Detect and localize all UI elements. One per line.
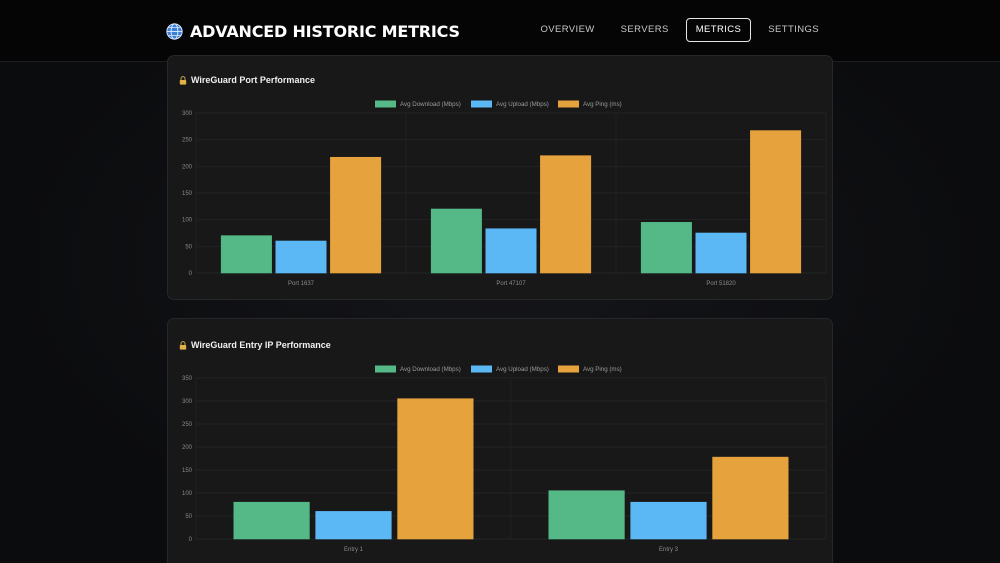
y-tick-label: 50 — [185, 514, 192, 520]
lock-icon — [179, 340, 187, 350]
legend-swatch-ping[interactable] — [558, 100, 579, 108]
nav-metrics[interactable]: METRICS — [685, 18, 752, 42]
legend-label-download[interactable]: Avg Download (Mbps) — [400, 366, 461, 373]
y-tick-label: 300 — [182, 111, 193, 117]
card-title: WireGuard Port Performance — [179, 75, 315, 85]
y-tick-label: 200 — [182, 164, 193, 170]
x-tick-label: Port 51820 — [706, 281, 736, 287]
y-tick-label: 200 — [182, 445, 193, 451]
bar-upload-1[interactable] — [485, 228, 537, 274]
y-tick-label: 250 — [182, 422, 193, 428]
port-performance-chart: Avg Download (Mbps) Avg Upload (Mbps) Avg … — [182, 100, 827, 287]
x-tick-label: Entry 3 — [659, 547, 679, 553]
bar-ping-0[interactable] — [397, 398, 474, 540]
y-tick-label: 150 — [182, 468, 193, 474]
entry-ip-performance-card: WireGuard Entry IP Performance Avg Downl… — [167, 318, 833, 563]
y-tick-label: 0 — [189, 271, 193, 277]
bar-upload-1[interactable] — [630, 501, 707, 540]
bar-upload-2[interactable] — [695, 232, 747, 274]
top-navbar: ADVANCED HISTORIC METRICS OVERVIEW SERVE… — [0, 0, 1000, 62]
bar-ping-1[interactable] — [540, 155, 592, 274]
nav-overview[interactable]: OVERVIEW — [540, 24, 595, 35]
x-tick-label: Port 1637 — [288, 281, 315, 287]
y-tick-label: 50 — [185, 244, 192, 250]
entry-ip-performance-chart: Avg Download (Mbps) Avg Upload (Mbps) Avg … — [182, 365, 827, 553]
bar-ping-0[interactable] — [330, 156, 382, 274]
bar-download-2[interactable] — [640, 222, 692, 274]
y-tick-label: 250 — [182, 138, 193, 144]
lock-icon — [179, 75, 187, 85]
globe-icon — [166, 22, 183, 40]
legend-swatch-upload[interactable] — [471, 365, 492, 373]
entry-chart-title: WireGuard Entry IP Performance — [191, 340, 331, 350]
port-chart-title: WireGuard Port Performance — [191, 75, 315, 85]
y-tick-label: 350 — [182, 376, 193, 382]
legend-swatch-ping[interactable] — [558, 365, 579, 373]
x-tick-label: Port 47107 — [496, 281, 526, 287]
port-performance-card: WireGuard Port Performance Avg Download … — [167, 55, 833, 300]
page-title: ADVANCED HISTORIC METRICS — [190, 21, 460, 41]
nav-servers[interactable]: SERVERS — [620, 24, 669, 35]
nav-settings[interactable]: SETTINGS — [768, 24, 819, 35]
legend-label-ping[interactable]: Avg Ping (ms) — [583, 366, 622, 373]
bar-download-0[interactable] — [220, 235, 272, 274]
legend-swatch-upload[interactable] — [471, 100, 492, 108]
y-tick-label: 100 — [182, 491, 193, 497]
legend-swatch-download[interactable] — [375, 365, 396, 373]
card-title: WireGuard Entry IP Performance — [179, 340, 331, 350]
bar-download-0[interactable] — [233, 501, 310, 540]
bar-ping-1[interactable] — [712, 456, 789, 540]
y-tick-label: 300 — [182, 399, 193, 405]
legend-label-download[interactable]: Avg Download (Mbps) — [400, 101, 461, 108]
y-tick-label: 100 — [182, 218, 193, 224]
main-nav: OVERVIEW SERVERS METRICS SETTINGS — [527, 18, 832, 42]
bar-download-1[interactable] — [548, 490, 625, 540]
x-tick-label: Entry 1 — [344, 547, 364, 553]
y-tick-label: 150 — [182, 191, 193, 197]
bar-ping-2[interactable] — [750, 130, 802, 274]
legend-label-upload[interactable]: Avg Upload (Mbps) — [496, 101, 549, 108]
legend-label-upload[interactable]: Avg Upload (Mbps) — [496, 366, 549, 373]
bar-upload-0[interactable] — [315, 511, 392, 540]
legend-label-ping[interactable]: Avg Ping (ms) — [583, 101, 622, 108]
legend-swatch-download[interactable] — [375, 100, 396, 108]
bar-upload-0[interactable] — [275, 240, 327, 274]
y-tick-label: 0 — [189, 537, 193, 543]
bar-download-1[interactable] — [430, 208, 482, 274]
brand: ADVANCED HISTORIC METRICS — [166, 19, 460, 43]
